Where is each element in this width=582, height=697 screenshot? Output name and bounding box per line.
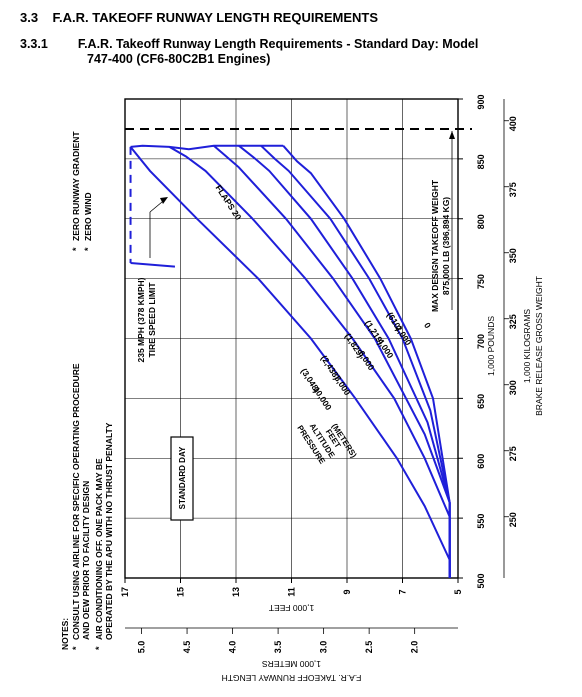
note-line: ZERO RUNWAY GRADIENT xyxy=(71,131,81,241)
max-takeoff-weight-label: MAX DESIGN TAKEOFF WEIGHT xyxy=(430,179,440,312)
weight-kg-units-label: 1,000 KILOGRAMS xyxy=(522,309,532,384)
subsection-heading: 3.3.1 F.A.R. Takeoff Runway Length Requir… xyxy=(20,37,478,51)
weight-lb-tick-label: 750 xyxy=(476,274,486,289)
length-m-tick-label: 5.0 xyxy=(137,641,147,654)
weight-kg-tick-label: 375 xyxy=(508,182,518,197)
subsection-number: 3.3.1 xyxy=(20,37,48,51)
notes-title: NOTES: xyxy=(60,618,70,650)
weight-kg-tick-label: 325 xyxy=(508,314,518,329)
altitude-curve xyxy=(260,144,451,503)
tire-speed-limit-label: 235 MPH (378 KMPH) xyxy=(136,277,146,362)
standard-day-label: STANDARD DAY xyxy=(178,446,187,509)
weight-lb-tick-label: 650 xyxy=(476,394,486,409)
flaps-label: FLAPS 20 xyxy=(214,183,244,222)
section-number: 3.3 xyxy=(20,10,39,25)
weight-lb-tick-label: 600 xyxy=(476,454,486,469)
weight-kg-tick-label: 300 xyxy=(508,380,518,395)
length-ft-tick-label: 13 xyxy=(231,587,241,597)
weight-lb-tick-label: 850 xyxy=(476,154,486,169)
length-ft-tick-label: 7 xyxy=(398,589,408,594)
altitude-curve xyxy=(282,145,451,503)
length-m-tick-label: 3.0 xyxy=(319,641,329,654)
note-line: OPERATED BY THE APU WITH NO THRUST PENAL… xyxy=(104,422,114,640)
altitude-curve xyxy=(168,146,451,518)
altitude-label: 0 xyxy=(422,321,433,331)
weight-lb-tick-label: 500 xyxy=(476,573,486,588)
subsection-title-line2: 747-400 (CF6-80C2B1 Engines) xyxy=(87,52,271,66)
length-ft-tick-label: 5 xyxy=(453,589,463,594)
weight-lb-tick-label: 800 xyxy=(476,214,486,229)
tire-speed-arrow xyxy=(160,197,168,204)
note-bullet: * xyxy=(94,646,104,650)
length-m-tick-label: 4.0 xyxy=(228,641,238,654)
max-takeoff-weight-value: 875,000 LB (396,894 KG) xyxy=(441,197,451,295)
altitude-meters-label: (1,219) xyxy=(363,318,386,346)
max-takeoff-weight-arrow xyxy=(449,130,455,139)
altitude-curve xyxy=(213,144,451,503)
note-line: ZERO WIND xyxy=(83,192,93,241)
altitude-meters-label: (1,829) xyxy=(343,331,366,359)
altitude-curve xyxy=(238,144,451,503)
weight-lb-tick-label: 700 xyxy=(476,334,486,349)
weight-axis-title: BRAKE RELEASE GROSS WEIGHT xyxy=(534,276,544,416)
tire-speed-leader-2 xyxy=(149,201,163,213)
tire-speed-limit-base xyxy=(130,262,176,268)
tire-speed-limit-label-2: TIRE SPEED LIMIT xyxy=(147,282,157,358)
length-ft-tick-label: 9 xyxy=(342,589,352,594)
weight-lb-tick-label: 550 xyxy=(476,514,486,529)
length-ft-tick-label: 17 xyxy=(120,587,130,597)
weight-lb-tick-label: 900 xyxy=(476,94,486,109)
weight-kg-tick-label: 350 xyxy=(508,248,518,263)
weight-kg-tick-label: 250 xyxy=(508,512,518,527)
length-ft-tick-label: 15 xyxy=(176,587,186,597)
altitude-curve xyxy=(129,146,451,561)
weight-kg-tick-label: 400 xyxy=(508,116,518,131)
length-ft-tick-label: 11 xyxy=(287,587,297,597)
note-line: CONSULT USING AIRLINE FOR SPECIFIC OPERA… xyxy=(71,363,81,640)
note-bullet: * xyxy=(83,247,93,251)
length-m-tick-label: 2.5 xyxy=(364,641,374,654)
altitude-meters-label: (3,048) xyxy=(299,366,322,394)
note-line: AIR CONDITIONING OFF. ONE PACK MAY BE xyxy=(94,458,104,640)
length-axis-title: F.A.R. TAKEOFF RUNWAY LENGTH xyxy=(222,673,362,683)
note-line: AND OEW PRIOR TO FACILITY DESIGN xyxy=(81,481,91,640)
note-bullet: * xyxy=(71,247,81,251)
length-m-tick-label: 4.5 xyxy=(182,641,192,654)
section-heading: 3.3 F.A.R. TAKEOFF RUNWAY LENGTH REQUIRE… xyxy=(20,10,378,25)
subsection-title-line1: F.A.R. Takeoff Runway Length Requirement… xyxy=(77,37,479,51)
length-m-tick-label: 2.0 xyxy=(410,641,420,654)
length-ft-units-label: 1,000 FEET xyxy=(269,603,314,613)
weight-lb-units-label: 1,000 POUNDS xyxy=(486,316,496,376)
length-m-tick-label: 3.5 xyxy=(273,641,283,654)
weight-kg-tick-label: 275 xyxy=(508,446,518,461)
altitude-meters-label: (2,438) xyxy=(319,353,342,381)
tire-speed-envelope xyxy=(130,144,284,151)
length-m-units-label: 1,000 METERS xyxy=(262,659,321,669)
section-title: F.A.R. TAKEOFF RUNWAY LENGTH REQUIREMENT… xyxy=(52,10,379,25)
note-bullet: * xyxy=(71,646,81,650)
standard-day-box xyxy=(170,436,194,521)
